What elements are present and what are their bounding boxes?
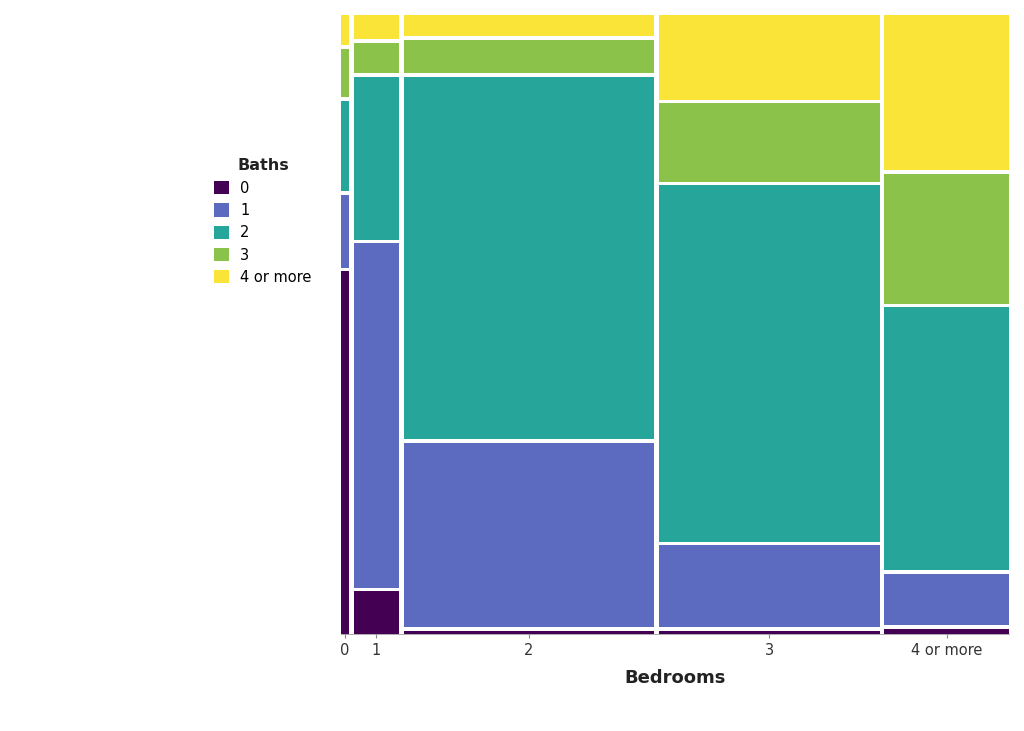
Bar	[353, 77, 399, 240]
Bar	[658, 545, 880, 627]
Bar	[341, 271, 349, 634]
Bar	[885, 629, 1009, 634]
Bar	[658, 103, 880, 182]
Bar	[885, 574, 1009, 625]
Bar	[403, 77, 654, 439]
Bar	[353, 591, 399, 634]
Bar	[341, 101, 349, 192]
Bar	[403, 40, 654, 73]
Bar	[353, 43, 399, 73]
Bar	[403, 15, 654, 36]
Bar	[341, 15, 349, 45]
Bar	[341, 49, 349, 97]
Bar	[885, 15, 1009, 170]
Bar	[403, 631, 654, 634]
Legend: 0, 1, 2, 3, 4 or more: 0, 1, 2, 3, 4 or more	[214, 159, 311, 285]
Bar	[403, 443, 654, 627]
X-axis label: Bedrooms: Bedrooms	[624, 669, 725, 686]
Bar	[658, 186, 880, 542]
Bar	[341, 195, 349, 268]
Bar	[885, 308, 1009, 570]
Bar	[658, 631, 880, 634]
Bar	[658, 15, 880, 99]
Bar	[353, 15, 399, 39]
Bar	[885, 174, 1009, 303]
Bar	[353, 243, 399, 588]
